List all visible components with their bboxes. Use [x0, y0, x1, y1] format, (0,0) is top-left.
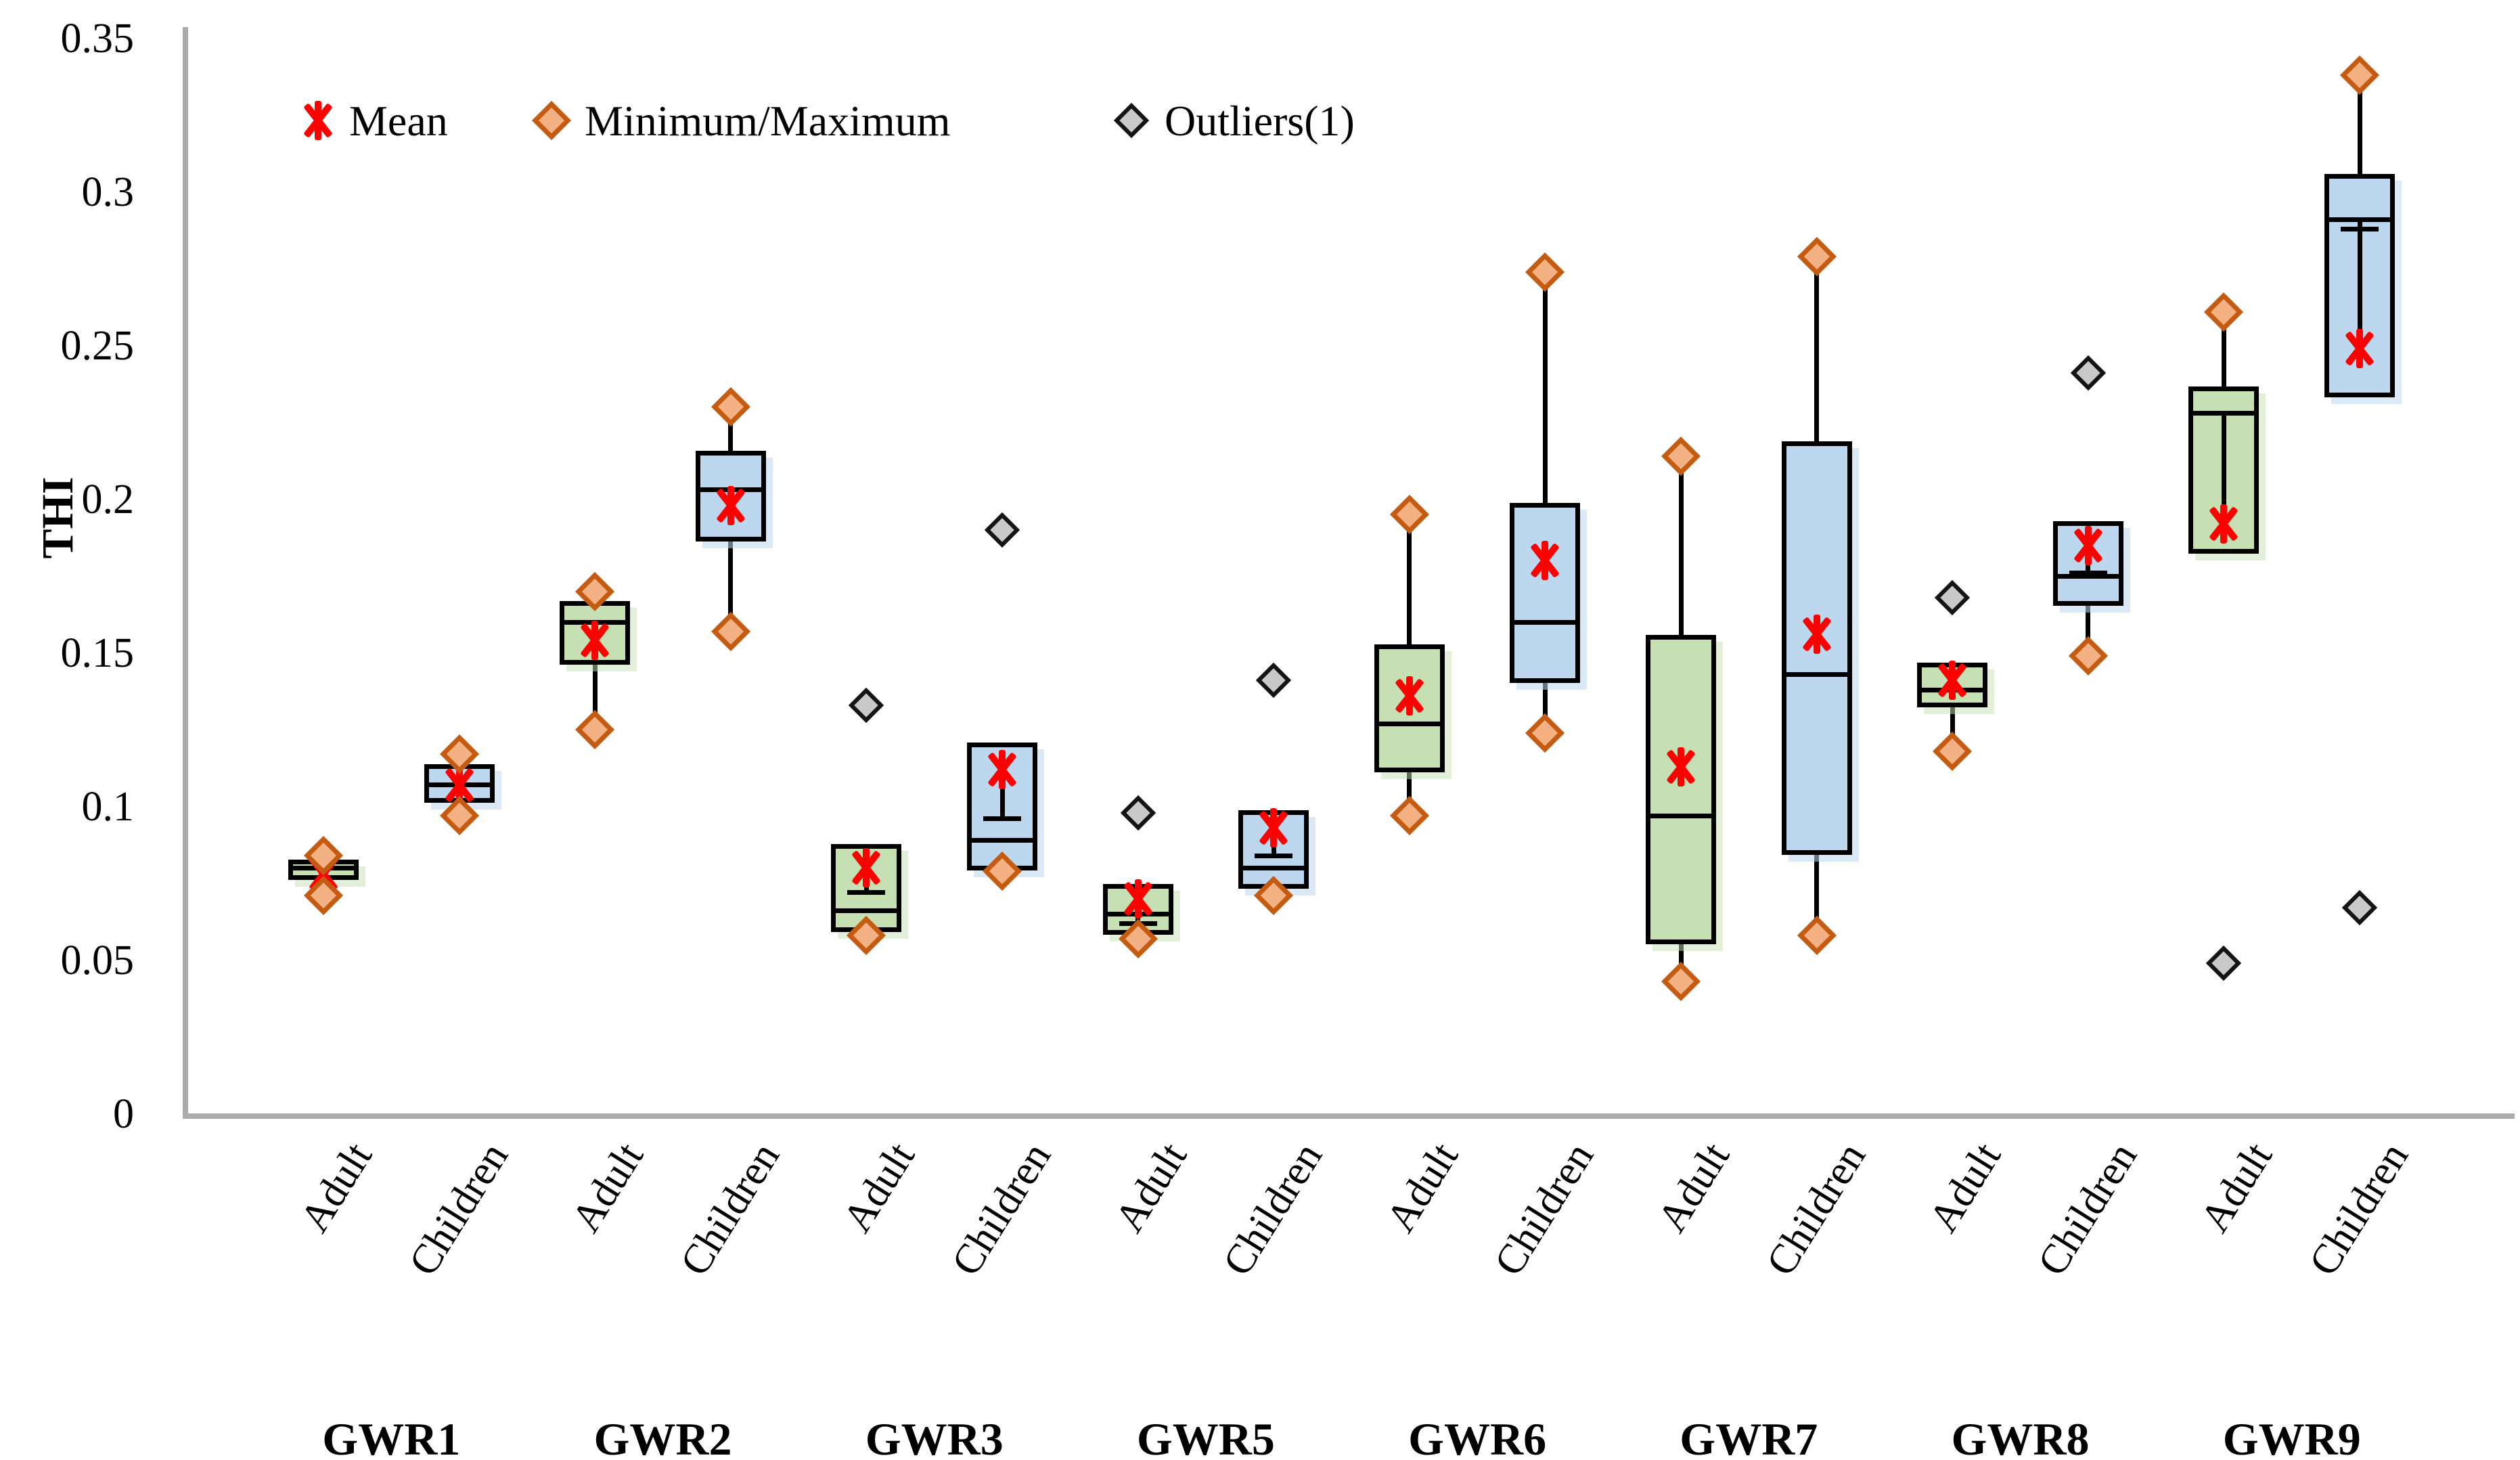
- mean-marker-gwr9-children: [2340, 329, 2379, 369]
- max-diamond-gwr6-children: [1525, 252, 1565, 292]
- mean-marker-gwr8-children: [2069, 525, 2108, 565]
- upper-whisker-gwr2-children: [728, 407, 734, 454]
- x-group-label-gwr3: GWR3: [865, 1413, 1004, 1460]
- upper-whisker-gwr9-children: [2357, 75, 2362, 177]
- upper-whisker-gwr7-adult: [1678, 456, 1684, 638]
- lower-whisker-gwr8-adult: [1950, 705, 1955, 751]
- inner-whisker-cap-gwr3-children: [983, 816, 1021, 822]
- y-tick-label-0.1: 0.1: [81, 783, 135, 830]
- mean-marker-gwr2-children: [711, 485, 750, 525]
- max-diamond-gwr7-children: [1797, 236, 1837, 276]
- outlier-diamond-gwr5-adult: [1120, 795, 1156, 831]
- mean-marker-gwr5-adult: [1119, 879, 1158, 919]
- lower-whisker-gwr7-adult: [1678, 942, 1684, 982]
- min-diamond-gwr2-children: [711, 611, 750, 651]
- outlier-diamond-gwr3-children: [984, 512, 1020, 548]
- max-diamond-gwr9-adult: [2204, 292, 2244, 332]
- y-tick-label-0.35: 0.35: [60, 15, 135, 62]
- y-axis-line: [183, 27, 188, 1119]
- y-tick-label-0.05: 0.05: [60, 937, 135, 983]
- inner-whisker-gwr9-adult: [2221, 413, 2226, 524]
- median-line-gwr8-children: [2052, 573, 2123, 579]
- legend-label-0: Mean: [349, 97, 448, 145]
- outlier-diamond-gwr8-adult: [1935, 579, 1971, 616]
- upper-whisker-gwr7-children: [1814, 256, 1820, 444]
- mean-marker-gwr8-adult: [1933, 661, 1972, 701]
- legend-label-1: Minimum/Maximum: [585, 97, 951, 145]
- y-tick-label-0.25: 0.25: [60, 322, 135, 369]
- mean-marker-gwr2-adult: [575, 621, 614, 661]
- y-tick-label-0.2: 0.2: [81, 476, 135, 523]
- mean-marker-gwr7-children: [1797, 615, 1837, 655]
- legend-minmax-diamond-icon: [532, 101, 571, 140]
- median-line-gwr3-children: [967, 838, 1037, 843]
- x-group-label-gwr1: GWR1: [322, 1413, 461, 1460]
- box-gwr7-adult: [1646, 635, 1716, 944]
- min-diamond-gwr8-children: [2068, 636, 2108, 676]
- max-diamond-gwr7-adult: [1661, 437, 1701, 477]
- x-group-label-gwr6: GWR6: [1408, 1413, 1547, 1460]
- inner-whisker-cap-gwr3-adult: [847, 890, 886, 895]
- outlier-diamond-gwr8-children: [2070, 355, 2106, 391]
- upper-whisker-gwr6-children: [1542, 271, 1548, 506]
- box-gwr6-adult: [1374, 644, 1445, 772]
- mean-marker-gwr3-adult: [847, 848, 886, 888]
- mean-marker-gwr7-adult: [1661, 747, 1701, 787]
- lower-whisker-gwr6-children: [1542, 680, 1548, 733]
- min-diamond-gwr6-children: [1525, 713, 1565, 753]
- y-tick-label-0.15: 0.15: [60, 629, 135, 676]
- median-line-gwr6-adult: [1374, 721, 1445, 726]
- x-group-label-gwr8: GWR8: [1951, 1413, 2090, 1460]
- x-group-label-gwr9: GWR9: [2222, 1413, 2361, 1460]
- x-group-label-gwr5: GWR5: [1136, 1413, 1275, 1460]
- upper-whisker-gwr9-adult: [2221, 311, 2226, 389]
- outlier-diamond-gwr9-adult: [2206, 945, 2242, 981]
- legend-outlier-diamond-icon: [1113, 102, 1150, 139]
- mean-marker-gwr6-children: [1525, 541, 1565, 581]
- min-diamond-gwr7-adult: [1661, 962, 1701, 1002]
- mean-marker-gwr5-children: [1254, 808, 1293, 848]
- mean-marker-gwr3-children: [983, 750, 1022, 790]
- legend-mean-icon: [298, 101, 338, 140]
- legend-label-2: Outliers(1): [1165, 97, 1355, 145]
- outlier-diamond-gwr5-children: [1256, 663, 1292, 699]
- x-axis-line: [183, 1113, 2515, 1119]
- lower-whisker-gwr6-adult: [1407, 770, 1412, 816]
- x-group-label-gwr2: GWR2: [593, 1413, 732, 1460]
- lower-whisker-gwr2-adult: [592, 662, 598, 730]
- box-gwr6-children: [1510, 503, 1581, 683]
- inner-whisker-cap-gwr9-children: [2341, 226, 2379, 231]
- outlier-diamond-gwr3-adult: [849, 687, 884, 723]
- mean-marker-gwr6-adult: [1390, 676, 1429, 716]
- outlier-diamond-gwr9-children: [2341, 890, 2378, 926]
- lower-whisker-gwr2-children: [728, 539, 734, 632]
- median-line-gwr7-adult: [1646, 813, 1716, 818]
- upper-whisker-gwr6-adult: [1407, 514, 1412, 647]
- max-diamond-gwr2-children: [711, 387, 750, 427]
- median-line-gwr5-children: [1238, 865, 1309, 870]
- min-diamond-gwr8-adult: [1933, 731, 1973, 771]
- lower-whisker-gwr8-children: [2086, 603, 2091, 657]
- inner-whisker-gwr9-children: [2357, 219, 2362, 349]
- max-diamond-gwr9-children: [2340, 56, 2379, 95]
- y-tick-label-0.3: 0.3: [81, 169, 135, 215]
- lower-whisker-gwr7-children: [1814, 852, 1820, 936]
- x-group-label-gwr7: GWR7: [1680, 1413, 1818, 1460]
- y-tick-label-0: 0: [113, 1090, 134, 1137]
- inner-whisker-cap-gwr5-children: [1255, 853, 1293, 858]
- mean-marker-gwr9-adult: [2204, 504, 2243, 544]
- median-line-gwr7-children: [1781, 671, 1852, 677]
- min-diamond-gwr2-adult: [575, 710, 615, 750]
- median-line-gwr6-children: [1510, 619, 1581, 625]
- inner-whisker-cap-gwr8-children: [2069, 571, 2107, 576]
- max-diamond-gwr6-adult: [1389, 495, 1429, 535]
- median-line-gwr3-adult: [831, 908, 902, 914]
- min-diamond-gwr7-children: [1797, 916, 1837, 956]
- min-diamond-gwr6-adult: [1389, 796, 1429, 836]
